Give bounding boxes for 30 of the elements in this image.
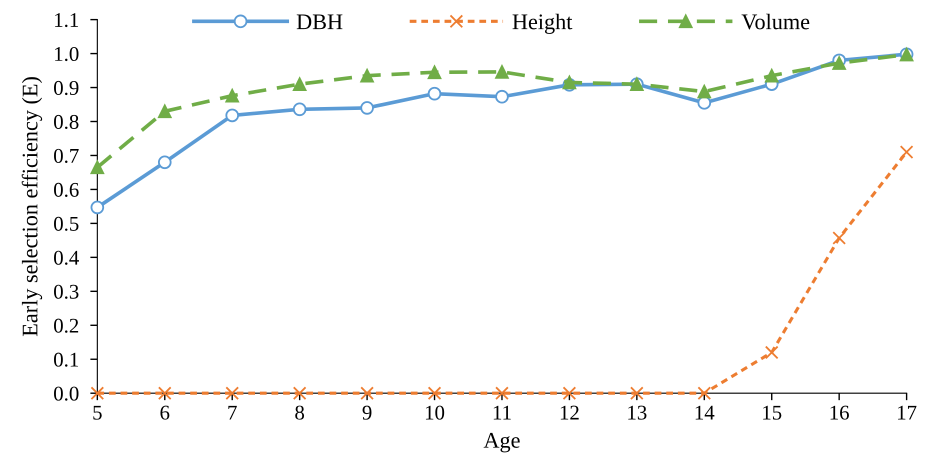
x-tick-label: 17 bbox=[898, 406, 916, 420]
y-axis-title: Early selection efficiency (E) bbox=[22, 77, 42, 336]
y-tick-label: 0.4 bbox=[54, 250, 79, 265]
x-tick-label: 6 bbox=[160, 406, 170, 420]
y-tick-label: 0.0 bbox=[54, 386, 78, 401]
legend-label: Height bbox=[512, 14, 572, 34]
y-tick-label: 0.9 bbox=[54, 80, 78, 96]
x-tick-label: 5 bbox=[93, 406, 102, 420]
x-tick-label: 12 bbox=[560, 406, 579, 420]
legend-label: DBH bbox=[296, 14, 342, 30]
x-axis-title: Age bbox=[484, 432, 520, 452]
x-tick-label: 16 bbox=[830, 406, 849, 420]
y-tick-label: 1.0 bbox=[55, 46, 78, 62]
y-tick-label: 0.6 bbox=[54, 182, 79, 197]
y-tick-label: 0.8 bbox=[54, 114, 78, 130]
x-tick-label: 15 bbox=[763, 406, 782, 420]
x-tick-label: 8 bbox=[295, 406, 304, 420]
y-tick-label: 0.7 bbox=[54, 148, 79, 163]
y-tick-label: 0.5 bbox=[54, 216, 78, 231]
y-tick-label: 0.3 bbox=[54, 284, 78, 299]
x-tick-label: 13 bbox=[628, 406, 646, 420]
y-tick-label: 0.1 bbox=[54, 352, 78, 367]
x-tick-label: 10 bbox=[426, 406, 444, 420]
x-tick-label: 7 bbox=[228, 406, 237, 420]
legend-label: Volume bbox=[742, 14, 810, 30]
x-tick-label: 9 bbox=[362, 406, 372, 420]
y-tick-label: 0.2 bbox=[54, 318, 78, 333]
x-tick-label: 11 bbox=[494, 406, 511, 420]
x-tick-label: 14 bbox=[696, 406, 714, 420]
y-tick-label: 1.1 bbox=[55, 13, 78, 28]
